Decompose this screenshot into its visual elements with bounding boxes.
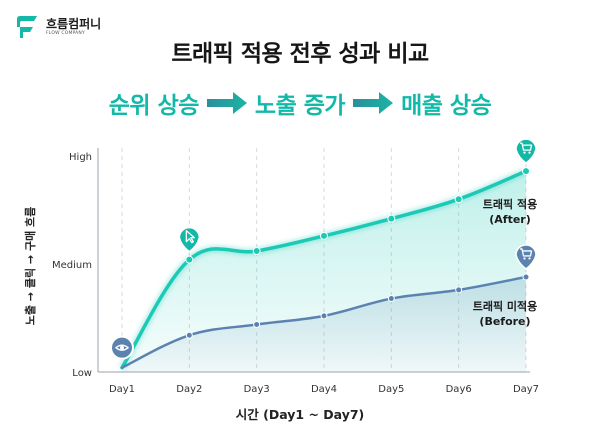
eye-shape — [114, 344, 130, 351]
x-tick-day6: Day6 — [446, 384, 472, 395]
x-axis-label: 시간 (Day1 ~ Day7) — [235, 407, 365, 422]
eye-pupil — [120, 345, 124, 350]
cart-wheel — [528, 257, 531, 260]
point-after-day6 — [454, 195, 463, 204]
series-label-after: 트래픽 적용 — [483, 197, 537, 211]
cart-body — [520, 142, 533, 151]
arrow-right-icon — [353, 92, 394, 114]
x-tick-day1: Day1 — [109, 384, 135, 395]
point-after-day7 — [522, 167, 530, 176]
x-tick-day3: Day3 — [244, 384, 270, 395]
eye-icon — [110, 335, 134, 360]
point-before-day7 — [522, 273, 530, 281]
cursor-icon — [178, 226, 201, 253]
chart-title: 트래픽 적용 전후 성과 비교 — [171, 41, 429, 67]
series-sublabel-after: (After) — [489, 213, 531, 226]
brand-logo: 흐름컴퍼니 FLOW COMPANY — [14, 14, 101, 40]
brand-subtitle: FLOW COMPANY — [46, 30, 85, 36]
cart-body — [520, 248, 533, 257]
flow-logo-icon — [17, 16, 37, 38]
point-after-day2 — [185, 255, 194, 264]
x-tick-day2: Day2 — [176, 384, 202, 395]
cart-icon — [515, 138, 537, 165]
point-after-day3 — [252, 247, 261, 256]
flow-steps: 순위 상승 노출 증가 매출 상승 — [0, 86, 600, 120]
point-after-day4 — [320, 231, 328, 240]
x-tick-day4: Day4 — [311, 384, 337, 395]
series-sublabel-before: (Before) — [479, 315, 530, 328]
marker-pin — [515, 138, 537, 165]
x-tick-day7: Day7 — [513, 384, 539, 395]
y-tick-high: High — [69, 152, 92, 163]
point-before-day6 — [455, 286, 463, 294]
point-after-day5 — [387, 214, 396, 223]
point-before-day2 — [185, 331, 193, 339]
flow-step-exposure: 노출 증가 — [254, 93, 346, 119]
cart-icon — [515, 244, 537, 270]
cart-wheel — [528, 151, 531, 154]
y-tick-low: Low — [72, 368, 92, 379]
flow-step-rank: 순위 상승 — [108, 93, 200, 119]
flow-step-sales: 매출 상승 — [401, 93, 492, 119]
arrow-right-icon — [206, 92, 247, 114]
point-before-day4 — [320, 312, 328, 320]
area-after — [122, 171, 526, 372]
point-before-day5 — [387, 295, 395, 303]
x-tick-day5: Day5 — [378, 384, 404, 395]
cart-wheel — [523, 257, 526, 260]
cursor-shape — [185, 230, 195, 244]
y-tick-medium: Medium — [52, 260, 92, 271]
cart-wheel — [523, 151, 526, 154]
point-before-day3 — [253, 320, 261, 328]
brand-name: 흐름컴퍼니 — [46, 16, 102, 31]
series-label-before: 트래픽 미적용 — [473, 299, 538, 313]
